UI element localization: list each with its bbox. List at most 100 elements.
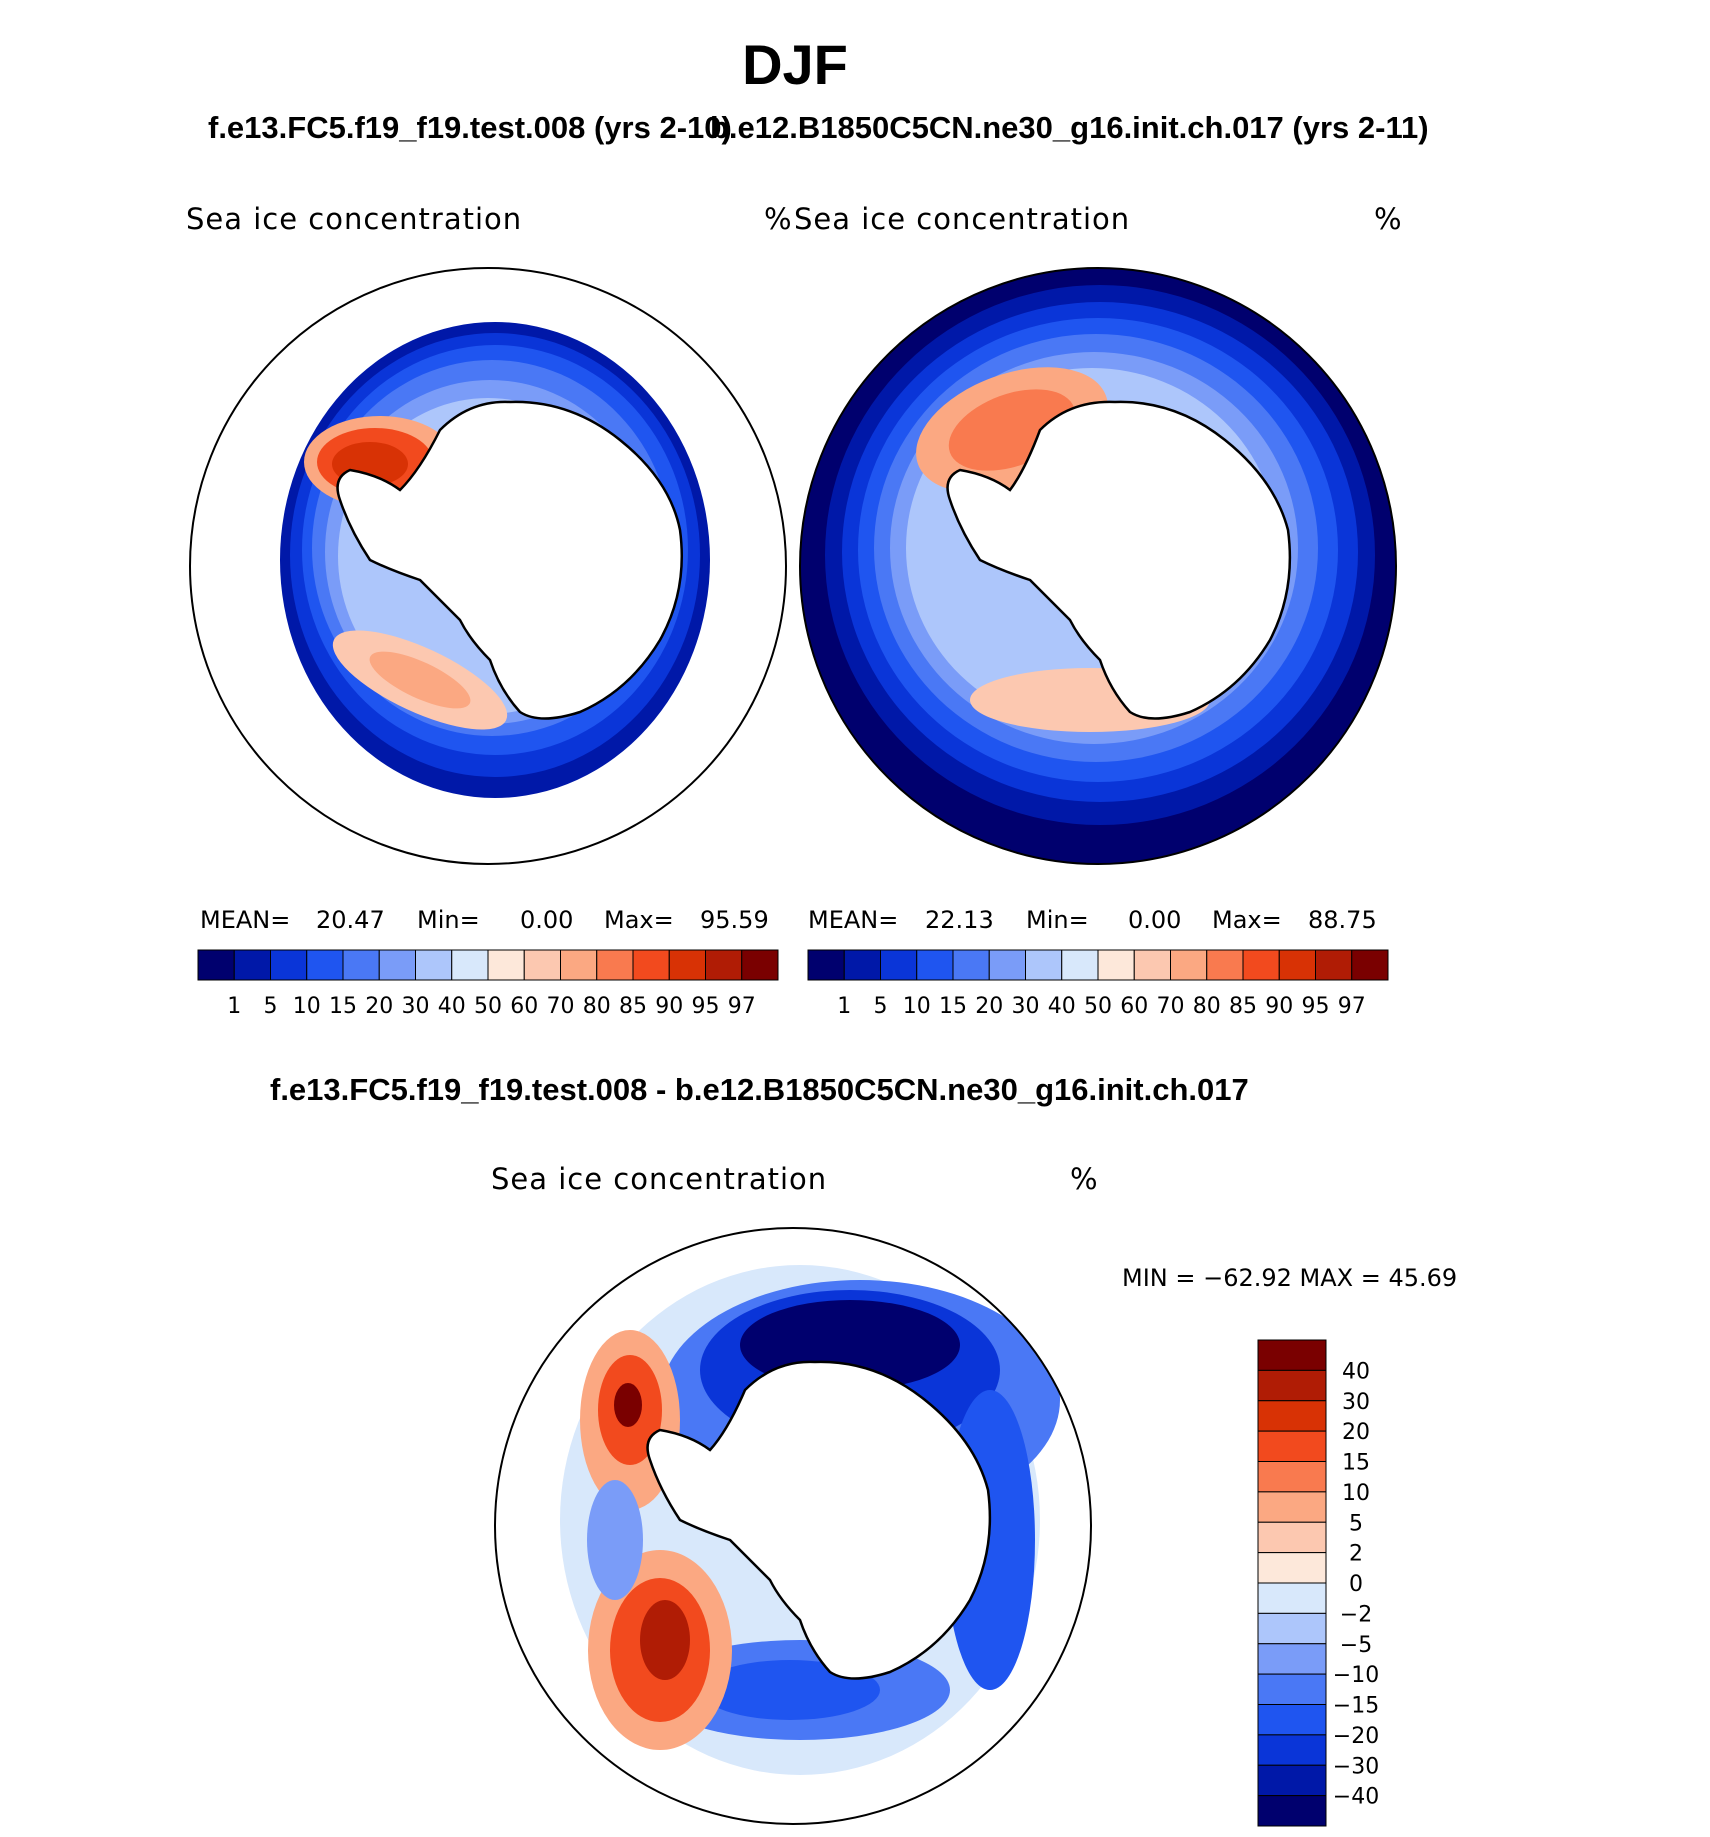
diff-map <box>494 1227 1092 1825</box>
case2-mean-label: MEAN= <box>808 906 899 934</box>
diff-colorbar-box <box>1257 1764 1327 1797</box>
case2-colorbar-box <box>1025 949 1063 981</box>
case1-colorbar-box <box>668 949 706 981</box>
case1-colorbar-tick: 85 <box>619 994 647 1019</box>
case2-colorbar-tick: 80 <box>1193 994 1221 1019</box>
diff-variable-label: Sea ice concentration <box>491 1162 828 1196</box>
case1-colorbar-tick: 15 <box>329 994 357 1019</box>
case2-colorbar-tick: 85 <box>1229 994 1257 1019</box>
diff-colorbar-box <box>1257 1369 1327 1402</box>
case2-colorbar-tick: 10 <box>903 994 931 1019</box>
season-title: DJF <box>742 33 848 96</box>
diff-colorbar-tick: −20 <box>1333 1724 1379 1749</box>
case1-units-label: % <box>764 202 793 236</box>
case1-colorbar-box <box>197 949 235 981</box>
case2-colorbar-box <box>1351 949 1389 981</box>
diff-colorbar-tick: −30 <box>1333 1754 1379 1779</box>
case2-units-label: % <box>1374 202 1403 236</box>
case2-colorbar-box <box>1278 949 1316 981</box>
diff-colorbar-tick: 30 <box>1342 1390 1370 1415</box>
case2-mean-value: 22.13 <box>925 906 994 934</box>
case2-colorbar-box <box>1133 949 1171 981</box>
case2-colorbar-tick: 50 <box>1084 994 1112 1019</box>
diff-units-label: % <box>1070 1162 1099 1196</box>
case1-colorbar-box <box>451 949 489 981</box>
diff-colorbar-box <box>1257 1795 1327 1827</box>
case1-colorbar-box <box>560 949 598 981</box>
diff-colorbar-tick: 40 <box>1342 1359 1370 1384</box>
case1-min-value: 0.00 <box>520 906 574 934</box>
case2-colorbar-tick: 15 <box>939 994 967 1019</box>
case1-colorbar-box <box>487 949 525 981</box>
case1-colorbar-tick: 70 <box>547 994 575 1019</box>
case1-max-value: 95.59 <box>700 906 769 934</box>
case2-colorbar-tick: 30 <box>1012 994 1040 1019</box>
diff-colorbar-tick: −40 <box>1333 1785 1379 1810</box>
case1-antarctica <box>336 400 683 720</box>
diff-colorbar-box <box>1257 1521 1327 1554</box>
case1-max-label: Max= <box>604 906 674 934</box>
case1-colorbar-tick: 90 <box>655 994 683 1019</box>
case2-max-value: 88.75 <box>1308 906 1377 934</box>
case2-min-label: Min= <box>1026 906 1089 934</box>
case1-colorbar-tick: 5 <box>264 994 278 1019</box>
case2-colorbar-tick: 95 <box>1302 994 1330 1019</box>
case2-colorbar-box <box>916 949 954 981</box>
diff-colorbar-box <box>1257 1734 1327 1766</box>
diff-colorbar-tick: −15 <box>1333 1694 1379 1719</box>
diff-antarctica <box>646 1360 992 1680</box>
diff-colorbar-tick: 20 <box>1342 1420 1370 1445</box>
case1-colorbar-box <box>705 949 743 981</box>
case2-colorbar-box <box>1097 949 1135 981</box>
case2-variable-label: Sea ice concentration <box>794 202 1131 236</box>
diff-colorbar-box <box>1257 1673 1327 1705</box>
case2-colorbar-box <box>843 949 881 981</box>
case2-colorbar-tick: 70 <box>1157 994 1185 1019</box>
case1-map <box>189 267 787 865</box>
diff-colorbar-tick: −10 <box>1333 1663 1379 1688</box>
case2-colorbar-tick: 60 <box>1120 994 1148 1019</box>
case1-colorbar-box <box>306 949 344 981</box>
case1-colorbar-tick: 1 <box>227 994 241 1019</box>
case2-colorbar-box <box>1206 949 1244 981</box>
diff-colorbar-tick: 5 <box>1349 1511 1363 1536</box>
case2-colorbar-tick: 90 <box>1265 994 1293 1019</box>
case2-colorbar-box <box>1170 949 1208 981</box>
diff-title: f.e13.FC5.f19_f19.test.008 - b.e12.B1850… <box>270 1072 1249 1107</box>
diff-colorbar-box <box>1257 1400 1327 1432</box>
diff-minmax: MIN = −62.92 MAX = 45.69 <box>1122 1264 1458 1292</box>
diff-colorbar-tick: 15 <box>1342 1451 1370 1476</box>
diff-colorbar-box <box>1257 1461 1327 1493</box>
case2-colorbar-box <box>1242 949 1280 981</box>
diff-colorbar-box <box>1257 1612 1327 1645</box>
case1-colorbar-box <box>632 949 670 981</box>
case2-colorbar-tick: 5 <box>874 994 888 1019</box>
case1-colorbar-tick: 95 <box>692 994 720 1019</box>
case1-colorbar-box <box>415 949 453 981</box>
diff-colorbar-tick: −5 <box>1340 1633 1372 1658</box>
case2-colorbar-box <box>807 949 845 981</box>
case1-colorbar-box <box>741 949 779 981</box>
case2-colorbar-tick: 40 <box>1048 994 1076 1019</box>
diff-colorbar-box <box>1257 1430 1327 1462</box>
case1-colorbar-tick: 30 <box>402 994 430 1019</box>
case2-min-value: 0.00 <box>1128 906 1182 934</box>
case1-variable-label: Sea ice concentration <box>186 202 523 236</box>
diff-colorbar-tick: 10 <box>1342 1481 1370 1506</box>
case2-colorbar-box <box>952 949 990 981</box>
case2-antarctica <box>946 400 1292 720</box>
diff-colorbar-box <box>1257 1552 1327 1584</box>
case1-colorbar-tick: 60 <box>510 994 538 1019</box>
diff-colorbar-box <box>1257 1643 1327 1675</box>
case2-colorbar-tick: 1 <box>837 994 851 1019</box>
case1-colorbar-box <box>378 949 416 981</box>
case2-title: b.e12.B1850C5CN.ne30_g16.init.ch.017 (yr… <box>710 110 1429 145</box>
case1-mean-label: MEAN= <box>200 906 291 934</box>
case1-colorbar-tick: 80 <box>583 994 611 1019</box>
case1-colorbar: 1 5 10 15 20 30 40 50 60 70 80 85 90 95 97 <box>197 949 779 1019</box>
case1-colorbar-tick: 50 <box>474 994 502 1019</box>
diff-colorbar-box <box>1257 1491 1327 1523</box>
case2-colorbar-box <box>880 949 918 981</box>
